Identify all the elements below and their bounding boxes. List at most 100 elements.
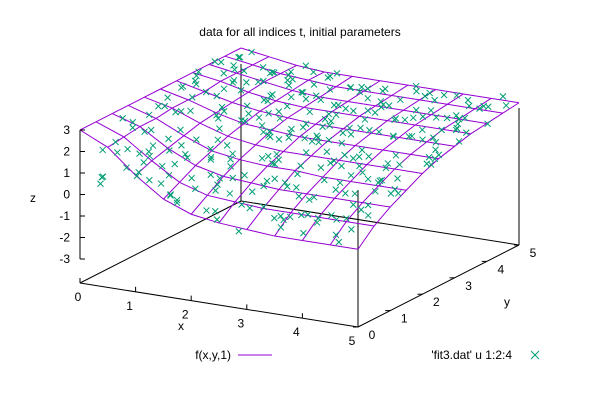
data-point bbox=[193, 72, 200, 80]
data-point bbox=[319, 123, 326, 131]
data-point bbox=[192, 185, 199, 193]
data-point bbox=[476, 105, 483, 112]
data-point bbox=[317, 96, 325, 104]
y-tick-label: 4 bbox=[497, 262, 504, 276]
data-point bbox=[99, 146, 107, 154]
data-point bbox=[220, 69, 228, 77]
data-point bbox=[161, 102, 169, 110]
data-point bbox=[364, 175, 372, 183]
data-point bbox=[191, 77, 199, 85]
data-point bbox=[243, 102, 251, 110]
data-point bbox=[350, 107, 357, 115]
data-point bbox=[288, 125, 295, 133]
data-point bbox=[264, 152, 272, 160]
data-point bbox=[333, 70, 341, 77]
data-point bbox=[177, 84, 185, 91]
data-point bbox=[301, 134, 309, 142]
data-point bbox=[235, 54, 242, 61]
data-point bbox=[135, 168, 143, 176]
surface-line-y bbox=[128, 104, 407, 191]
data-point bbox=[203, 207, 210, 214]
data-point bbox=[258, 122, 266, 129]
data-point bbox=[213, 111, 220, 119]
chart-title: data for all indices t, initial paramete… bbox=[199, 25, 400, 39]
data-point bbox=[227, 155, 234, 163]
data-point bbox=[271, 214, 278, 222]
y-tick-label: 2 bbox=[433, 295, 440, 309]
data-point bbox=[371, 109, 379, 117]
data-point bbox=[216, 125, 223, 132]
data-point bbox=[214, 181, 221, 188]
z-tick-label: 3 bbox=[63, 123, 70, 137]
x-tick-label: 0 bbox=[75, 290, 82, 304]
data-point bbox=[173, 196, 181, 204]
data-point bbox=[419, 136, 426, 144]
data-point bbox=[286, 129, 294, 137]
data-point bbox=[343, 215, 350, 222]
data-point bbox=[355, 153, 363, 161]
data-points bbox=[97, 48, 510, 246]
data-point bbox=[260, 203, 267, 211]
data-point bbox=[349, 155, 357, 162]
data-point bbox=[327, 117, 335, 125]
data-point bbox=[313, 132, 321, 140]
data-point bbox=[271, 175, 279, 183]
data-point bbox=[292, 184, 300, 191]
data-point bbox=[275, 136, 283, 143]
surface-line-y bbox=[144, 96, 423, 174]
data-point bbox=[378, 176, 386, 184]
data-point bbox=[314, 134, 322, 142]
data-point bbox=[308, 137, 316, 145]
data-point bbox=[462, 129, 470, 136]
data-point bbox=[181, 150, 189, 158]
data-point bbox=[356, 162, 363, 170]
data-point bbox=[123, 164, 130, 172]
data-point bbox=[342, 105, 350, 112]
data-point bbox=[213, 92, 221, 100]
data-point bbox=[302, 149, 310, 156]
data-point bbox=[427, 161, 435, 168]
data-point bbox=[187, 107, 194, 115]
data-point bbox=[227, 163, 235, 170]
data-point bbox=[392, 115, 400, 122]
data-point bbox=[299, 89, 307, 96]
data-point bbox=[334, 101, 342, 109]
data-point bbox=[338, 162, 345, 170]
data-point bbox=[260, 182, 268, 190]
data-point bbox=[266, 128, 273, 135]
data-point bbox=[390, 133, 397, 140]
z-tick-label: 1 bbox=[63, 166, 70, 180]
data-point bbox=[484, 103, 492, 111]
data-point bbox=[317, 164, 325, 172]
back-base-line bbox=[240, 200, 520, 246]
data-point bbox=[310, 193, 318, 201]
data-point bbox=[438, 126, 445, 134]
legend-label-points: 'fit3.dat' u 1:2:4 bbox=[431, 348, 512, 362]
x-axis-label: x bbox=[178, 319, 184, 333]
data-point bbox=[248, 188, 256, 195]
surface-line-y bbox=[208, 63, 487, 124]
data-point bbox=[385, 102, 393, 110]
data-point bbox=[157, 180, 165, 187]
data-point bbox=[207, 153, 215, 161]
data-point bbox=[325, 110, 333, 118]
data-point bbox=[432, 138, 440, 146]
z-tick-label: -1 bbox=[59, 209, 70, 223]
surface-line-y bbox=[240, 47, 520, 104]
data-point bbox=[287, 93, 295, 101]
data-point bbox=[226, 190, 234, 197]
data-point bbox=[211, 207, 219, 215]
data-point bbox=[223, 141, 231, 149]
data-point bbox=[454, 120, 462, 128]
data-point bbox=[465, 102, 473, 110]
x-tick-label: 5 bbox=[349, 334, 356, 348]
data-point bbox=[241, 171, 248, 179]
data-point bbox=[361, 116, 369, 123]
data-point bbox=[133, 172, 141, 180]
data-point bbox=[302, 62, 310, 70]
data-point bbox=[421, 92, 429, 100]
data-point bbox=[269, 68, 276, 76]
data-point bbox=[207, 156, 215, 163]
